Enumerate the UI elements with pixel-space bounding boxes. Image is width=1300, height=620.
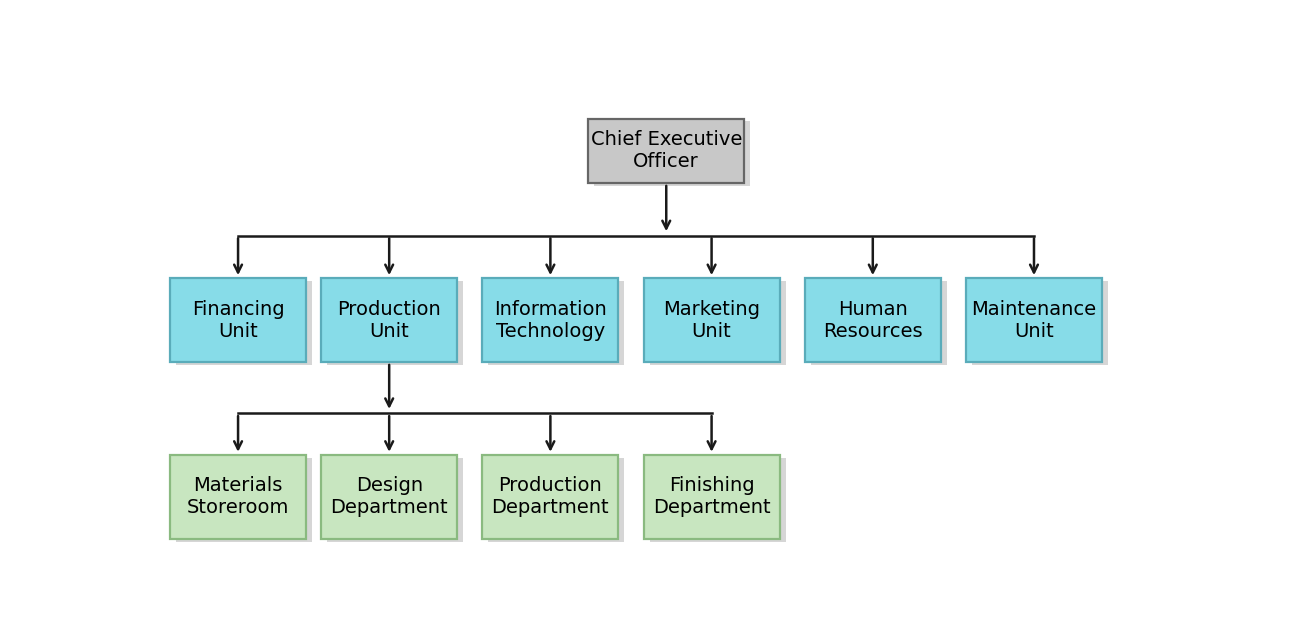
FancyBboxPatch shape (321, 455, 458, 539)
Text: Maintenance
Unit: Maintenance Unit (971, 299, 1096, 341)
Text: Design
Department: Design Department (330, 476, 448, 518)
FancyBboxPatch shape (328, 281, 463, 365)
FancyBboxPatch shape (482, 278, 619, 362)
FancyBboxPatch shape (644, 278, 780, 362)
FancyBboxPatch shape (805, 278, 941, 362)
FancyBboxPatch shape (170, 455, 306, 539)
FancyBboxPatch shape (321, 278, 458, 362)
FancyBboxPatch shape (650, 458, 785, 541)
FancyBboxPatch shape (972, 281, 1108, 365)
FancyBboxPatch shape (176, 281, 312, 365)
FancyBboxPatch shape (328, 458, 463, 541)
FancyBboxPatch shape (170, 278, 306, 362)
Text: Information
Technology: Information Technology (494, 299, 607, 341)
FancyBboxPatch shape (489, 281, 624, 365)
Text: Materials
Storeroom: Materials Storeroom (187, 476, 289, 518)
FancyBboxPatch shape (644, 455, 780, 539)
FancyBboxPatch shape (489, 458, 624, 541)
Text: Production
Department: Production Department (491, 476, 610, 518)
FancyBboxPatch shape (594, 122, 750, 186)
FancyBboxPatch shape (588, 118, 745, 183)
Text: Human
Resources: Human Resources (823, 299, 923, 341)
Text: Chief Executive
Officer: Chief Executive Officer (590, 130, 742, 171)
FancyBboxPatch shape (966, 278, 1102, 362)
Text: Marketing
Unit: Marketing Unit (663, 299, 760, 341)
Text: Finishing
Department: Finishing Department (653, 476, 771, 518)
FancyBboxPatch shape (176, 458, 312, 541)
FancyBboxPatch shape (811, 281, 946, 365)
Text: Financing
Unit: Financing Unit (192, 299, 285, 341)
FancyBboxPatch shape (482, 455, 619, 539)
FancyBboxPatch shape (650, 281, 785, 365)
Text: Production
Unit: Production Unit (337, 299, 441, 341)
